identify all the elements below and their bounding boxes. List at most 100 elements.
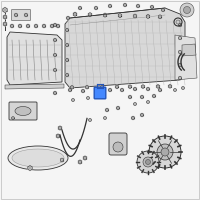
Polygon shape bbox=[78, 160, 82, 164]
Polygon shape bbox=[95, 6, 97, 10]
Polygon shape bbox=[42, 24, 46, 28]
Polygon shape bbox=[175, 35, 197, 80]
Polygon shape bbox=[156, 85, 160, 88]
Polygon shape bbox=[54, 53, 56, 57]
Ellipse shape bbox=[8, 146, 68, 170]
Polygon shape bbox=[106, 108, 108, 112]
Polygon shape bbox=[141, 85, 145, 88]
Circle shape bbox=[137, 151, 159, 173]
Polygon shape bbox=[147, 87, 149, 91]
Polygon shape bbox=[100, 85, 104, 89]
Polygon shape bbox=[82, 89, 84, 93]
Circle shape bbox=[113, 142, 123, 152]
Polygon shape bbox=[96, 89, 98, 93]
Circle shape bbox=[86, 97, 90, 99]
Polygon shape bbox=[159, 88, 161, 92]
Polygon shape bbox=[124, 3, 126, 7]
Polygon shape bbox=[3, 7, 7, 12]
Polygon shape bbox=[65, 73, 69, 77]
Polygon shape bbox=[56, 134, 60, 138]
Polygon shape bbox=[115, 85, 119, 89]
Polygon shape bbox=[109, 4, 111, 8]
Polygon shape bbox=[54, 68, 56, 72]
Polygon shape bbox=[12, 116, 14, 119]
Polygon shape bbox=[103, 13, 107, 17]
Polygon shape bbox=[133, 14, 137, 18]
Circle shape bbox=[146, 160, 151, 164]
Polygon shape bbox=[121, 88, 123, 92]
Polygon shape bbox=[65, 8, 185, 88]
Polygon shape bbox=[3, 22, 7, 26]
Polygon shape bbox=[65, 28, 69, 32]
FancyBboxPatch shape bbox=[9, 102, 37, 120]
Polygon shape bbox=[117, 106, 119, 110]
Polygon shape bbox=[141, 113, 143, 117]
Polygon shape bbox=[178, 76, 182, 80]
Circle shape bbox=[157, 144, 173, 160]
Polygon shape bbox=[79, 6, 81, 10]
FancyBboxPatch shape bbox=[12, 9, 30, 21]
Circle shape bbox=[149, 136, 181, 168]
Circle shape bbox=[134, 102, 136, 106]
Polygon shape bbox=[158, 15, 162, 19]
Circle shape bbox=[104, 116, 106, 119]
Polygon shape bbox=[54, 91, 56, 95]
Polygon shape bbox=[178, 36, 182, 40]
Polygon shape bbox=[132, 116, 134, 120]
Polygon shape bbox=[14, 13, 18, 17]
Polygon shape bbox=[69, 88, 71, 92]
Polygon shape bbox=[153, 94, 155, 98]
Polygon shape bbox=[58, 126, 62, 130]
Polygon shape bbox=[7, 32, 62, 85]
Polygon shape bbox=[26, 24, 30, 28]
Circle shape bbox=[143, 157, 153, 167]
Polygon shape bbox=[85, 85, 89, 89]
Ellipse shape bbox=[12, 149, 64, 167]
Polygon shape bbox=[54, 23, 56, 27]
Circle shape bbox=[184, 6, 190, 14]
Polygon shape bbox=[134, 87, 136, 91]
FancyBboxPatch shape bbox=[94, 87, 106, 99]
Circle shape bbox=[174, 88, 177, 92]
Polygon shape bbox=[10, 24, 14, 28]
Polygon shape bbox=[54, 38, 56, 42]
Polygon shape bbox=[28, 166, 32, 170]
Polygon shape bbox=[162, 8, 164, 12]
Polygon shape bbox=[73, 12, 77, 16]
Circle shape bbox=[176, 20, 180, 24]
Polygon shape bbox=[141, 95, 143, 99]
Ellipse shape bbox=[15, 106, 31, 116]
Polygon shape bbox=[34, 24, 38, 28]
Polygon shape bbox=[83, 156, 87, 160]
FancyBboxPatch shape bbox=[109, 133, 127, 155]
Polygon shape bbox=[88, 13, 92, 17]
Polygon shape bbox=[178, 23, 182, 27]
Polygon shape bbox=[168, 84, 172, 88]
Polygon shape bbox=[151, 5, 153, 9]
Polygon shape bbox=[137, 4, 139, 8]
Polygon shape bbox=[129, 95, 131, 99]
Polygon shape bbox=[60, 158, 64, 162]
Polygon shape bbox=[146, 14, 150, 18]
Polygon shape bbox=[70, 85, 74, 89]
Circle shape bbox=[161, 148, 169, 156]
Polygon shape bbox=[118, 14, 122, 18]
Polygon shape bbox=[67, 16, 69, 20]
Polygon shape bbox=[50, 24, 54, 28]
Circle shape bbox=[72, 98, 74, 102]
Polygon shape bbox=[24, 13, 28, 17]
Polygon shape bbox=[178, 63, 182, 67]
Circle shape bbox=[182, 86, 184, 90]
Polygon shape bbox=[18, 24, 22, 28]
Polygon shape bbox=[56, 24, 60, 28]
Polygon shape bbox=[3, 15, 7, 19]
Polygon shape bbox=[65, 43, 69, 47]
Circle shape bbox=[88, 118, 92, 121]
Circle shape bbox=[146, 100, 150, 104]
Circle shape bbox=[180, 3, 194, 17]
Polygon shape bbox=[109, 88, 111, 92]
Polygon shape bbox=[182, 44, 196, 56]
Polygon shape bbox=[65, 58, 69, 62]
Polygon shape bbox=[128, 85, 132, 88]
Circle shape bbox=[102, 96, 104, 98]
